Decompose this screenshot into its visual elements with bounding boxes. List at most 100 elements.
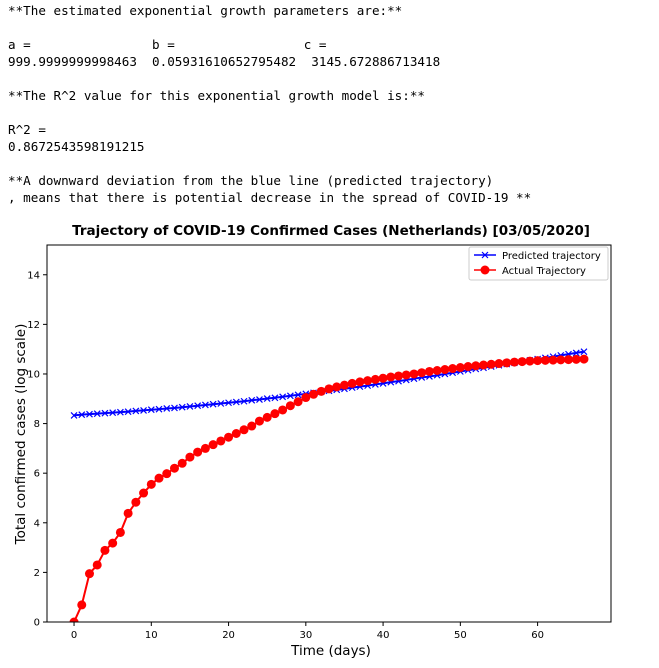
predicted-point (171, 404, 178, 412)
y-tick-label: 12 (27, 320, 40, 331)
output-line: 999.9999999998463 0.05931610652795482 31… (8, 54, 441, 69)
actual-point (216, 436, 226, 446)
predicted-point (248, 396, 256, 404)
predicted-point (101, 409, 109, 417)
actual-point (455, 363, 465, 373)
actual-point (146, 479, 156, 489)
cell-output: **The estimated exponential growth param… (8, 2, 531, 206)
actual-point (363, 376, 373, 386)
predicted-point (240, 397, 248, 405)
actual-point (332, 382, 342, 392)
actual-point (564, 355, 574, 365)
predicted-point (263, 395, 271, 402)
y-tick-label: 10 (27, 369, 40, 380)
plot-frame (46, 244, 612, 623)
predicted-point (201, 401, 209, 409)
output-line (8, 104, 531, 121)
output-line (8, 70, 531, 87)
output-line: **A downward deviation from the blue lin… (8, 173, 494, 188)
actual-point (502, 358, 512, 368)
predicted-point (78, 411, 86, 419)
predicted-point (147, 406, 155, 414)
predicted-point (132, 407, 140, 415)
actual-point (177, 458, 187, 468)
y-tick-label: 4 (34, 518, 40, 529)
actual-point (169, 463, 179, 473)
output-line: **The estimated exponential growth param… (8, 3, 403, 18)
actual-point (479, 360, 489, 370)
output-line: **The R^2 value for this exponential gro… (8, 88, 426, 103)
actual-point (262, 412, 272, 422)
trajectory-chart: Trajectory of COVID-19 Confirmed Cases (… (13, 223, 612, 659)
actual-point (200, 443, 210, 453)
actual-point (548, 355, 558, 365)
actual-point (355, 377, 365, 387)
actual-point (401, 370, 411, 380)
actual-point (409, 369, 419, 379)
legend-box (468, 246, 609, 281)
output-line (8, 155, 531, 172)
output-line: a = b = c = (8, 37, 327, 52)
predicted-point (186, 403, 194, 410)
actual-point (471, 361, 481, 371)
actual-point (424, 366, 434, 376)
legend-label-actual: Actual Trajectory (502, 266, 586, 277)
actual-point (394, 371, 404, 381)
actual-point (131, 497, 141, 507)
actual-point (432, 366, 442, 376)
actual-point (270, 409, 280, 419)
actual-point (69, 617, 79, 622)
y-tick-label: 0 (34, 618, 40, 629)
actual-point (254, 416, 264, 426)
actual-point (517, 357, 527, 367)
x-tick-label: 10 (145, 630, 158, 641)
legend: Predicted trajectory Actual Trajectory (468, 246, 609, 281)
predicted-point (286, 392, 294, 400)
y-tick-label: 14 (27, 270, 40, 281)
actual-point (77, 600, 87, 610)
x-axis-label: Time (days) (290, 643, 371, 659)
actual-point (193, 447, 203, 457)
actual-point (224, 432, 234, 442)
actual-point (162, 469, 172, 479)
actual-point (339, 380, 349, 390)
predicted-point (155, 405, 163, 413)
predicted-point (178, 403, 186, 411)
actual-point (378, 373, 388, 383)
x-tick-label: 60 (531, 630, 544, 641)
predicted-point (116, 408, 124, 416)
x-tick-label: 40 (377, 630, 390, 641)
actual-point (247, 421, 257, 431)
actual-point (84, 569, 94, 579)
predicted-point (194, 402, 202, 410)
actual-point (417, 368, 427, 378)
actual-point (540, 355, 550, 365)
x-tick-label: 30 (299, 630, 312, 641)
predicted-point (140, 407, 147, 414)
predicted-point (124, 408, 132, 416)
x-tick-label: 0 (71, 630, 77, 641)
predicted-point (109, 409, 117, 417)
predicted-point (209, 400, 217, 408)
actual-point (324, 384, 334, 394)
actual-point (285, 401, 295, 411)
actual-point (486, 359, 496, 369)
actual-point (208, 440, 218, 450)
actual-point (301, 393, 311, 403)
output-line: R^2 = (8, 122, 46, 137)
actual-point (185, 452, 195, 462)
actual-point (309, 389, 319, 399)
actual-point (239, 425, 249, 435)
predicted-point (93, 410, 101, 418)
output-line: 0.8672543598191215 (8, 139, 145, 154)
y-tick-label: 8 (34, 419, 40, 430)
predicted-point (217, 400, 225, 407)
predicted-point (86, 410, 93, 418)
predicted-point (279, 393, 287, 401)
legend-label-predicted: Predicted trajectory (502, 251, 601, 262)
actual-point (386, 372, 396, 382)
series-line-actual (73, 358, 584, 622)
actual-point (108, 538, 118, 548)
actual-point (278, 405, 288, 415)
actual-point (100, 545, 110, 555)
